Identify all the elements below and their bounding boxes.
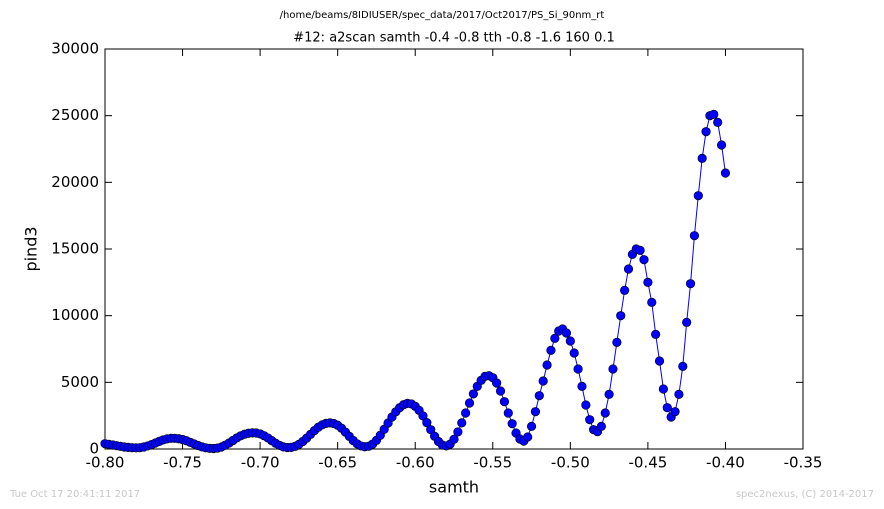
data-point xyxy=(565,336,575,346)
data-point xyxy=(422,418,432,428)
data-point xyxy=(658,384,669,394)
footer-left: Tue Oct 17 20:41:11 2017 xyxy=(9,489,140,500)
data-point xyxy=(697,153,707,163)
data-point xyxy=(492,378,502,388)
data-point xyxy=(701,127,711,137)
data-point xyxy=(623,264,634,274)
x-tick-label: -0.60 xyxy=(396,454,435,472)
data-point xyxy=(639,255,649,265)
data-point xyxy=(604,389,614,399)
y-tick-label: 15000 xyxy=(51,240,99,258)
data-point xyxy=(678,361,688,371)
y-tick-label: 20000 xyxy=(51,173,99,191)
data-point xyxy=(643,277,653,287)
chart-title: #12: a2scan samth -0.4 -0.8 tth -0.8 -1.… xyxy=(293,31,615,46)
data-point xyxy=(620,285,630,295)
y-axis-label: pind3 xyxy=(22,226,41,271)
data-point xyxy=(538,376,548,386)
data-point xyxy=(550,333,560,343)
data-point xyxy=(709,109,719,119)
x-tick-label: -0.55 xyxy=(473,454,512,472)
suptitle: /home/beams/8IDIUSER/spec_data/2017/Oct2… xyxy=(280,10,605,21)
data-point xyxy=(573,364,583,374)
y-tick-label: 25000 xyxy=(51,106,99,124)
data-point xyxy=(682,317,692,327)
x-tick-label: -0.65 xyxy=(318,454,357,472)
y-tick-label: 0 xyxy=(89,440,99,458)
x-axis-label: samth xyxy=(429,478,479,497)
data-point xyxy=(461,408,471,418)
data-point xyxy=(674,389,684,399)
data-point xyxy=(534,391,544,401)
x-tick-label: -0.70 xyxy=(241,454,280,472)
data-point xyxy=(689,231,700,241)
y-tick-label: 5000 xyxy=(61,373,99,391)
data-point xyxy=(495,386,506,396)
data-point xyxy=(685,279,696,289)
data-point xyxy=(449,434,459,444)
data-point xyxy=(507,419,517,429)
y-tick-label: 10000 xyxy=(51,306,99,324)
data-point xyxy=(569,348,579,358)
data-point xyxy=(616,311,626,321)
data-point xyxy=(499,397,510,407)
data-point xyxy=(542,360,552,370)
data-point xyxy=(468,389,478,399)
data-point xyxy=(453,427,463,437)
footer-right: spec2nexus, (C) 2014-2017 xyxy=(736,489,874,500)
data-point xyxy=(464,398,475,408)
data-point xyxy=(608,364,618,374)
x-tick-label: -0.80 xyxy=(86,454,125,472)
data-point xyxy=(635,245,645,255)
data-point xyxy=(503,408,513,418)
data-point xyxy=(581,400,591,410)
data-point xyxy=(716,140,727,150)
data-point xyxy=(530,407,541,417)
data-point xyxy=(651,329,661,339)
data-point xyxy=(612,337,622,347)
data-point xyxy=(577,381,587,391)
data-point xyxy=(720,168,731,178)
data-point xyxy=(546,345,556,355)
data-point xyxy=(457,418,467,428)
data-point xyxy=(647,297,657,307)
x-tick-label: -0.45 xyxy=(628,454,667,472)
data-point xyxy=(713,117,723,127)
data-point xyxy=(600,408,610,418)
x-tick-label: -0.35 xyxy=(784,454,823,472)
data-point xyxy=(693,191,703,201)
y-tick-label: 30000 xyxy=(51,40,99,58)
x-tick-label: -0.75 xyxy=(163,454,202,472)
x-tick-label: -0.50 xyxy=(551,454,590,472)
data-point xyxy=(654,356,665,366)
x-tick-label: -0.40 xyxy=(706,454,745,472)
data-point xyxy=(596,421,606,431)
data-point xyxy=(561,328,572,338)
data-point xyxy=(523,432,533,442)
data-point xyxy=(662,403,672,413)
data-point xyxy=(585,415,595,425)
data-point xyxy=(526,421,537,431)
data-point xyxy=(670,407,680,417)
